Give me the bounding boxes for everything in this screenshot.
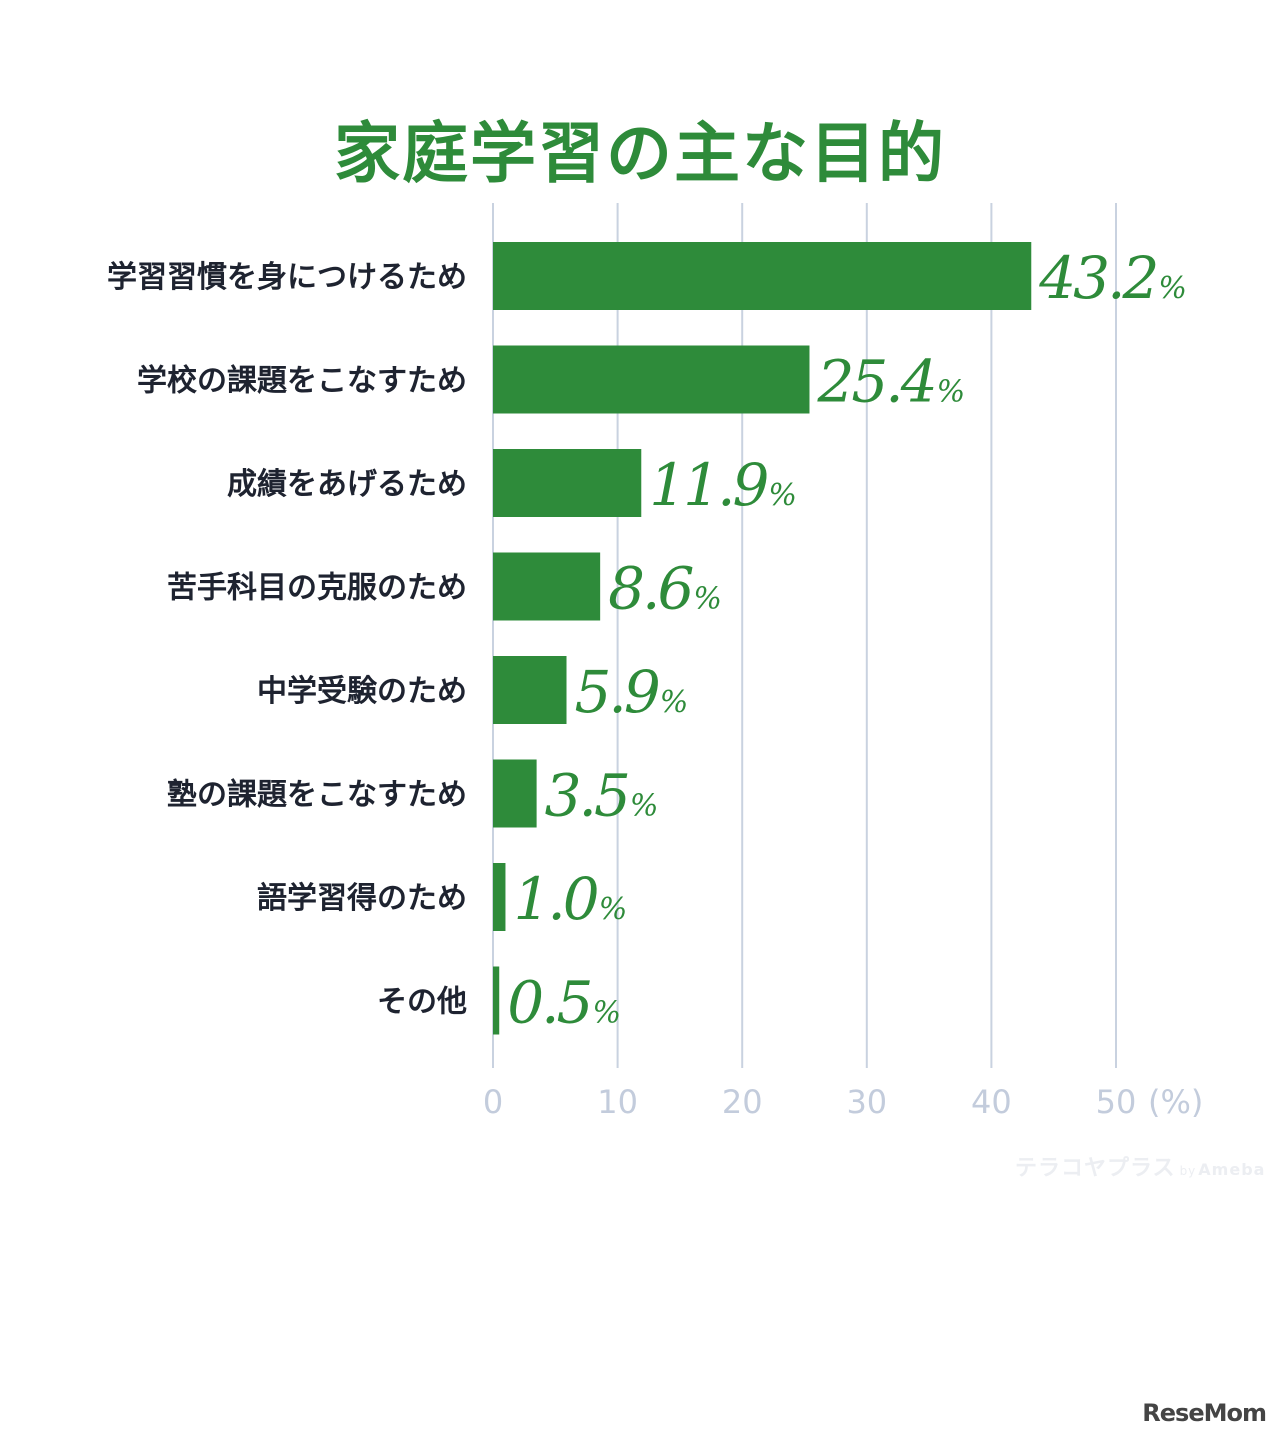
gridlines xyxy=(492,203,1117,1068)
value-label: 0.5% xyxy=(507,969,621,1037)
x-tick-label: 50 xyxy=(1096,1083,1137,1121)
value-unit: % xyxy=(660,685,689,720)
watermark-logo: テラコヤプラス by Ameba xyxy=(1015,1150,1265,1182)
value-unit: % xyxy=(599,892,628,927)
bar xyxy=(493,242,1032,310)
x-tick-label: 0 xyxy=(483,1083,503,1121)
category-label: 学習習慣を身につけるため xyxy=(107,260,467,295)
bar xyxy=(493,966,500,1035)
category-label: 苦手科目の克服のため xyxy=(167,571,467,606)
value-label: 5.9% xyxy=(575,658,689,726)
category-label: 学校の課題をこなすため xyxy=(137,364,467,399)
category-labels: 学習習慣を身につけるため学校の課題をこなすため成績をあげるため苦手科目の克服のた… xyxy=(107,260,467,1020)
bar xyxy=(493,656,567,724)
value-unit: % xyxy=(1158,271,1187,306)
category-label: その他 xyxy=(377,985,467,1020)
bar xyxy=(493,759,537,828)
bar xyxy=(493,345,810,414)
category-label: 塾の課題をこなすため xyxy=(167,778,467,813)
value-unit: % xyxy=(937,375,966,410)
bars xyxy=(493,242,1032,1035)
x-axis-unit-label: (%) xyxy=(1148,1083,1203,1121)
bar xyxy=(493,449,642,517)
value-label: 43.2% xyxy=(1038,244,1187,312)
category-label: 語学習得のため xyxy=(257,881,467,916)
x-tick-label: 40 xyxy=(971,1083,1012,1121)
watermark-main: テラコヤプラス xyxy=(1015,1156,1176,1181)
watermark-sub: Ameba xyxy=(1198,1160,1266,1179)
category-label: 成績をあげるため xyxy=(227,467,467,502)
category-label: 中学受験のため xyxy=(257,674,467,709)
value-label: 25.4% xyxy=(816,348,965,416)
value-unit: % xyxy=(693,582,722,617)
bar xyxy=(493,863,506,931)
value-label: 11.9% xyxy=(649,451,797,519)
x-tick-label: 10 xyxy=(597,1083,638,1121)
value-label: 1.0% xyxy=(513,865,627,933)
value-label: 8.6% xyxy=(608,555,722,623)
watermark-by: by xyxy=(1179,1164,1197,1178)
x-axis-ticks: 0 10 20 30 40 50 (%) xyxy=(483,1083,1204,1121)
x-tick-label: 20 xyxy=(722,1083,763,1121)
x-tick-label: 30 xyxy=(846,1083,887,1121)
publisher-logo: ReseMom xyxy=(1142,1399,1267,1427)
value-label: 3.5% xyxy=(545,762,659,830)
value-unit: % xyxy=(768,478,797,513)
chart-title: 家庭学習の主な目的 xyxy=(334,115,946,192)
value-unit: % xyxy=(592,996,621,1031)
bar xyxy=(493,552,601,621)
value-unit: % xyxy=(630,789,659,824)
